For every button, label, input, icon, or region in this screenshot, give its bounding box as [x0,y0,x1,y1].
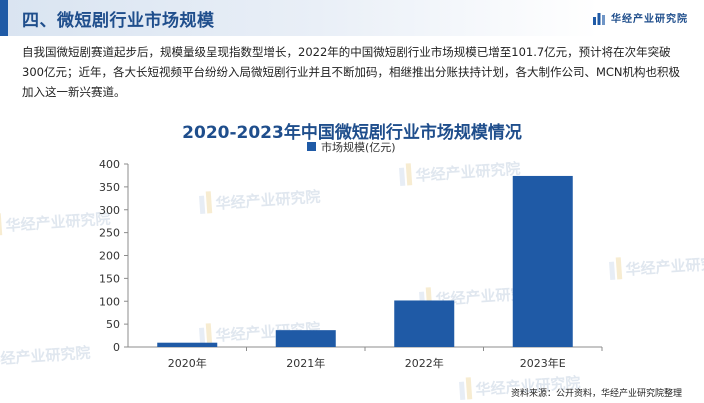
x-tick-label: 2021年 [286,356,325,370]
bar-layer: 2020年 2021年 2022年 2023年E [157,175,603,370]
x-tick-label: 2022年 [405,356,444,370]
source-note: 资料来源：公开资料，华经产业研究院整理 [510,389,682,399]
y-tick-label: 400 [99,158,120,171]
svg-text:华经产业研究院: 华经产业研究院 [415,160,521,185]
watermark: 华经产业研究院 [199,188,321,214]
y-tick-label: 250 [99,227,120,240]
section-title: 四、微短剧行业市场规模 [22,11,215,31]
legend: 市场规模(亿元) [307,140,396,154]
brand: 华经产业研究院 [592,10,688,25]
y-tick-label: 350 [99,181,120,194]
svg-text:华经产业研究院: 华经产业研究院 [0,344,91,369]
bar [157,342,218,347]
y-tick-label: 0 [113,341,120,354]
bar [394,300,455,347]
x-tick-label: 2023年E [520,356,566,370]
y-tick-label: 50 [106,318,120,331]
header-band [0,0,704,36]
legend-swatch [307,142,316,151]
bar [512,175,573,347]
brand-name: 华经产业研究院 [611,14,688,25]
watermark: 华经产业研究院 [609,254,704,280]
svg-text:华经产业研究院: 华经产业研究院 [625,254,704,279]
y-tick-label: 200 [99,250,120,263]
svg-text:华经产业研究院: 华经产业研究院 [215,188,321,213]
y-tick-label: 300 [99,204,120,217]
chart-title: 2020-2023年中国微短剧行业市场规模情况 [182,123,522,143]
y-tick-label: 100 [99,295,120,308]
intro-paragraph: 自我国微短剧赛道起步后，规模量级呈现指数型增长，2022年的中国微短剧行业市场规… [22,45,680,99]
header-accent-bar [0,0,8,36]
bar [275,330,336,347]
y-tick-label: 150 [99,272,120,285]
x-tick-label: 2020年 [168,356,207,370]
watermark: 华经产业研究院 [0,344,91,369]
watermark: 华经产业研究院 [0,210,111,236]
svg-text:华经产业研究院: 华经产业研究院 [5,210,111,235]
bar-logo-icon [593,12,605,25]
legend-label: 市场规模(亿元) [321,140,396,154]
watermark: 华经产业研究院 [399,160,521,186]
